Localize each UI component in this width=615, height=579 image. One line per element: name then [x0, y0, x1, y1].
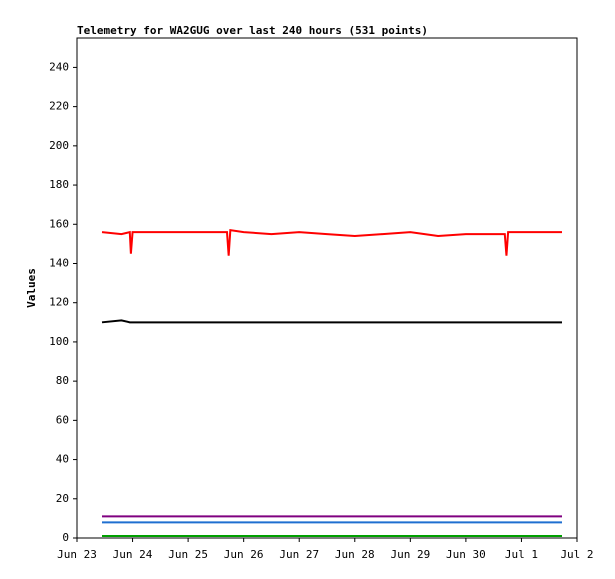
x-tick-label: Jun 27 [279, 548, 319, 561]
y-tick-label: 100 [49, 335, 69, 348]
x-tick-label: Jun 30 [446, 548, 486, 561]
y-tick-label: 120 [49, 296, 69, 309]
x-tick-label: Jun 26 [224, 548, 264, 561]
y-tick-label: 180 [49, 178, 69, 191]
y-tick-label: 160 [49, 217, 69, 230]
y-tick-label: 80 [56, 374, 69, 387]
y-tick-label: 0 [62, 531, 69, 544]
data-line [101, 319, 562, 324]
data-line [101, 229, 562, 256]
y-axis-label: Values [25, 268, 38, 308]
y-tick-label: 20 [56, 492, 69, 505]
x-tick-label: Jun 28 [335, 548, 375, 561]
chart-title: Telemetry for WA2GUG over last 240 hours… [77, 24, 428, 37]
x-tick-label: Jul 1 [505, 548, 538, 561]
x-tick-label: Jun 24 [113, 548, 153, 561]
x-tick-label: Jun 23 [57, 548, 97, 561]
y-tick-label: 40 [56, 453, 69, 466]
y-tick-label: 60 [56, 413, 69, 426]
y-tick-label: 140 [49, 256, 69, 269]
x-tick-label: Jun 25 [168, 548, 208, 561]
x-tick-label: Jun 29 [390, 548, 430, 561]
y-tick-label: 220 [49, 100, 69, 113]
y-tick-label: 200 [49, 139, 69, 152]
plot-frame [76, 37, 578, 539]
x-tick-label: Jul 2 [560, 548, 593, 561]
y-tick-label: 240 [49, 60, 69, 73]
